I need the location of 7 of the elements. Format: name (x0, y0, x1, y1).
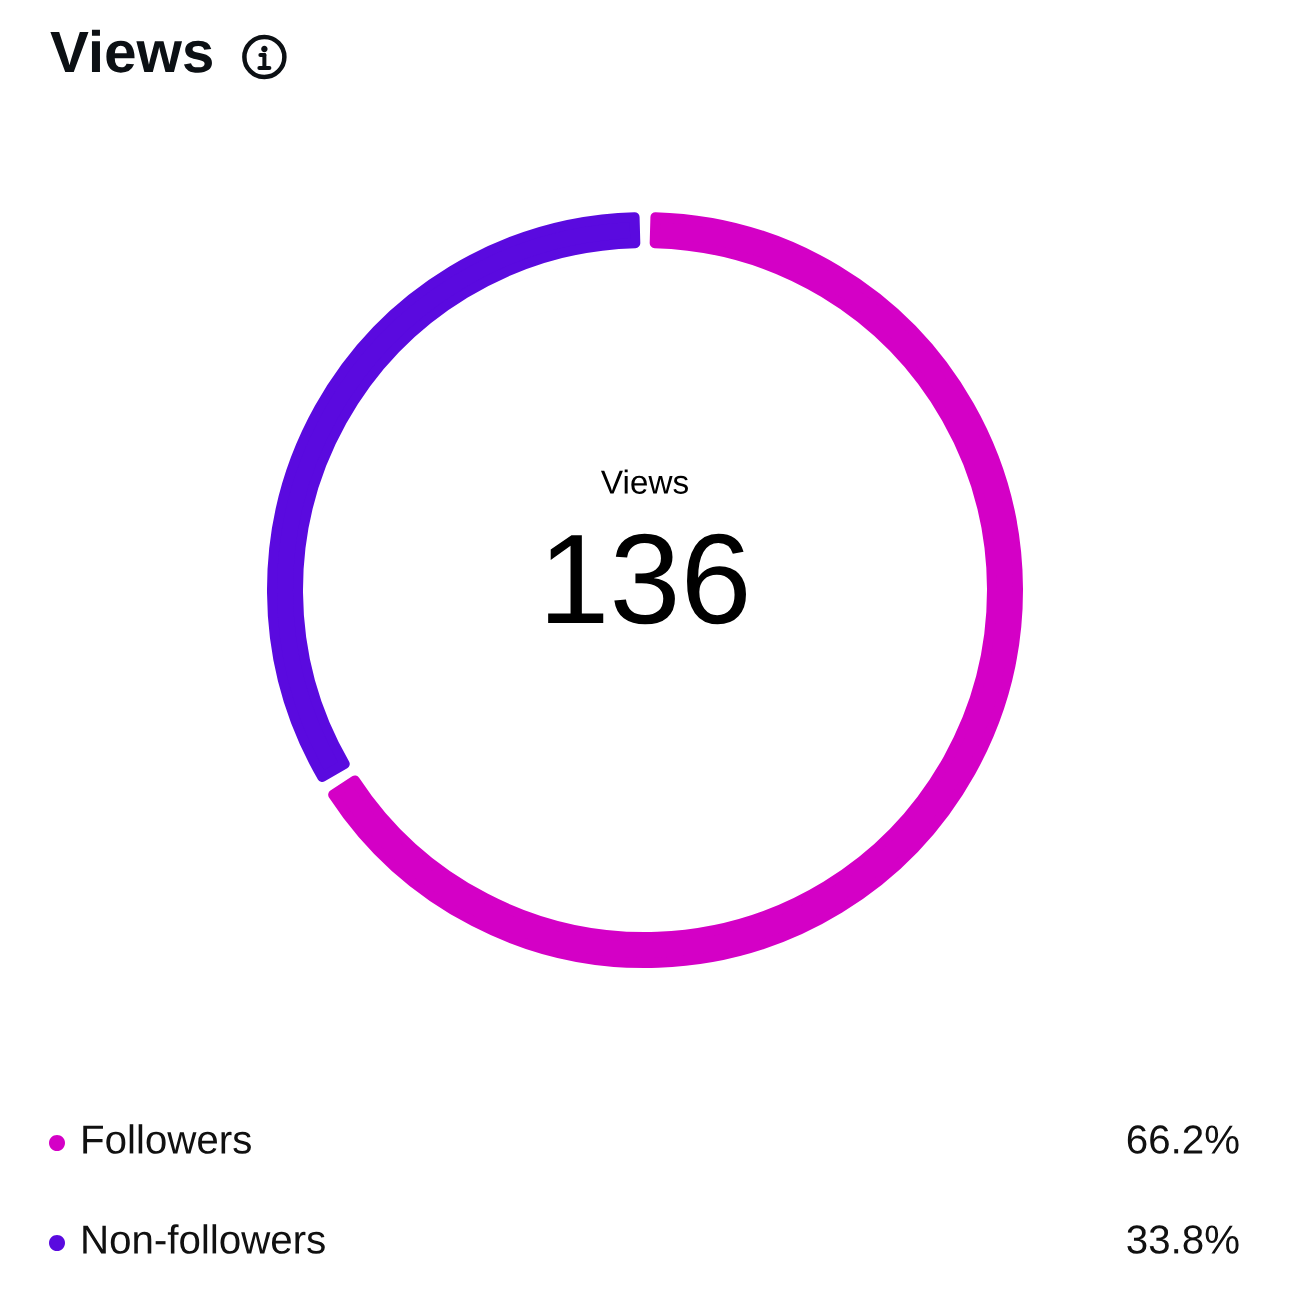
legend-label: Non-followers (83, 1224, 325, 1254)
data-label: 33.8% (1127, 1225, 1239, 1254)
legend-label: Followers (83, 1124, 251, 1154)
text: 136 (548, 533, 746, 625)
chart-title: Views (50, 29, 212, 73)
text: Views (600, 469, 688, 494)
data-label: 66.2% (1127, 1125, 1239, 1154)
